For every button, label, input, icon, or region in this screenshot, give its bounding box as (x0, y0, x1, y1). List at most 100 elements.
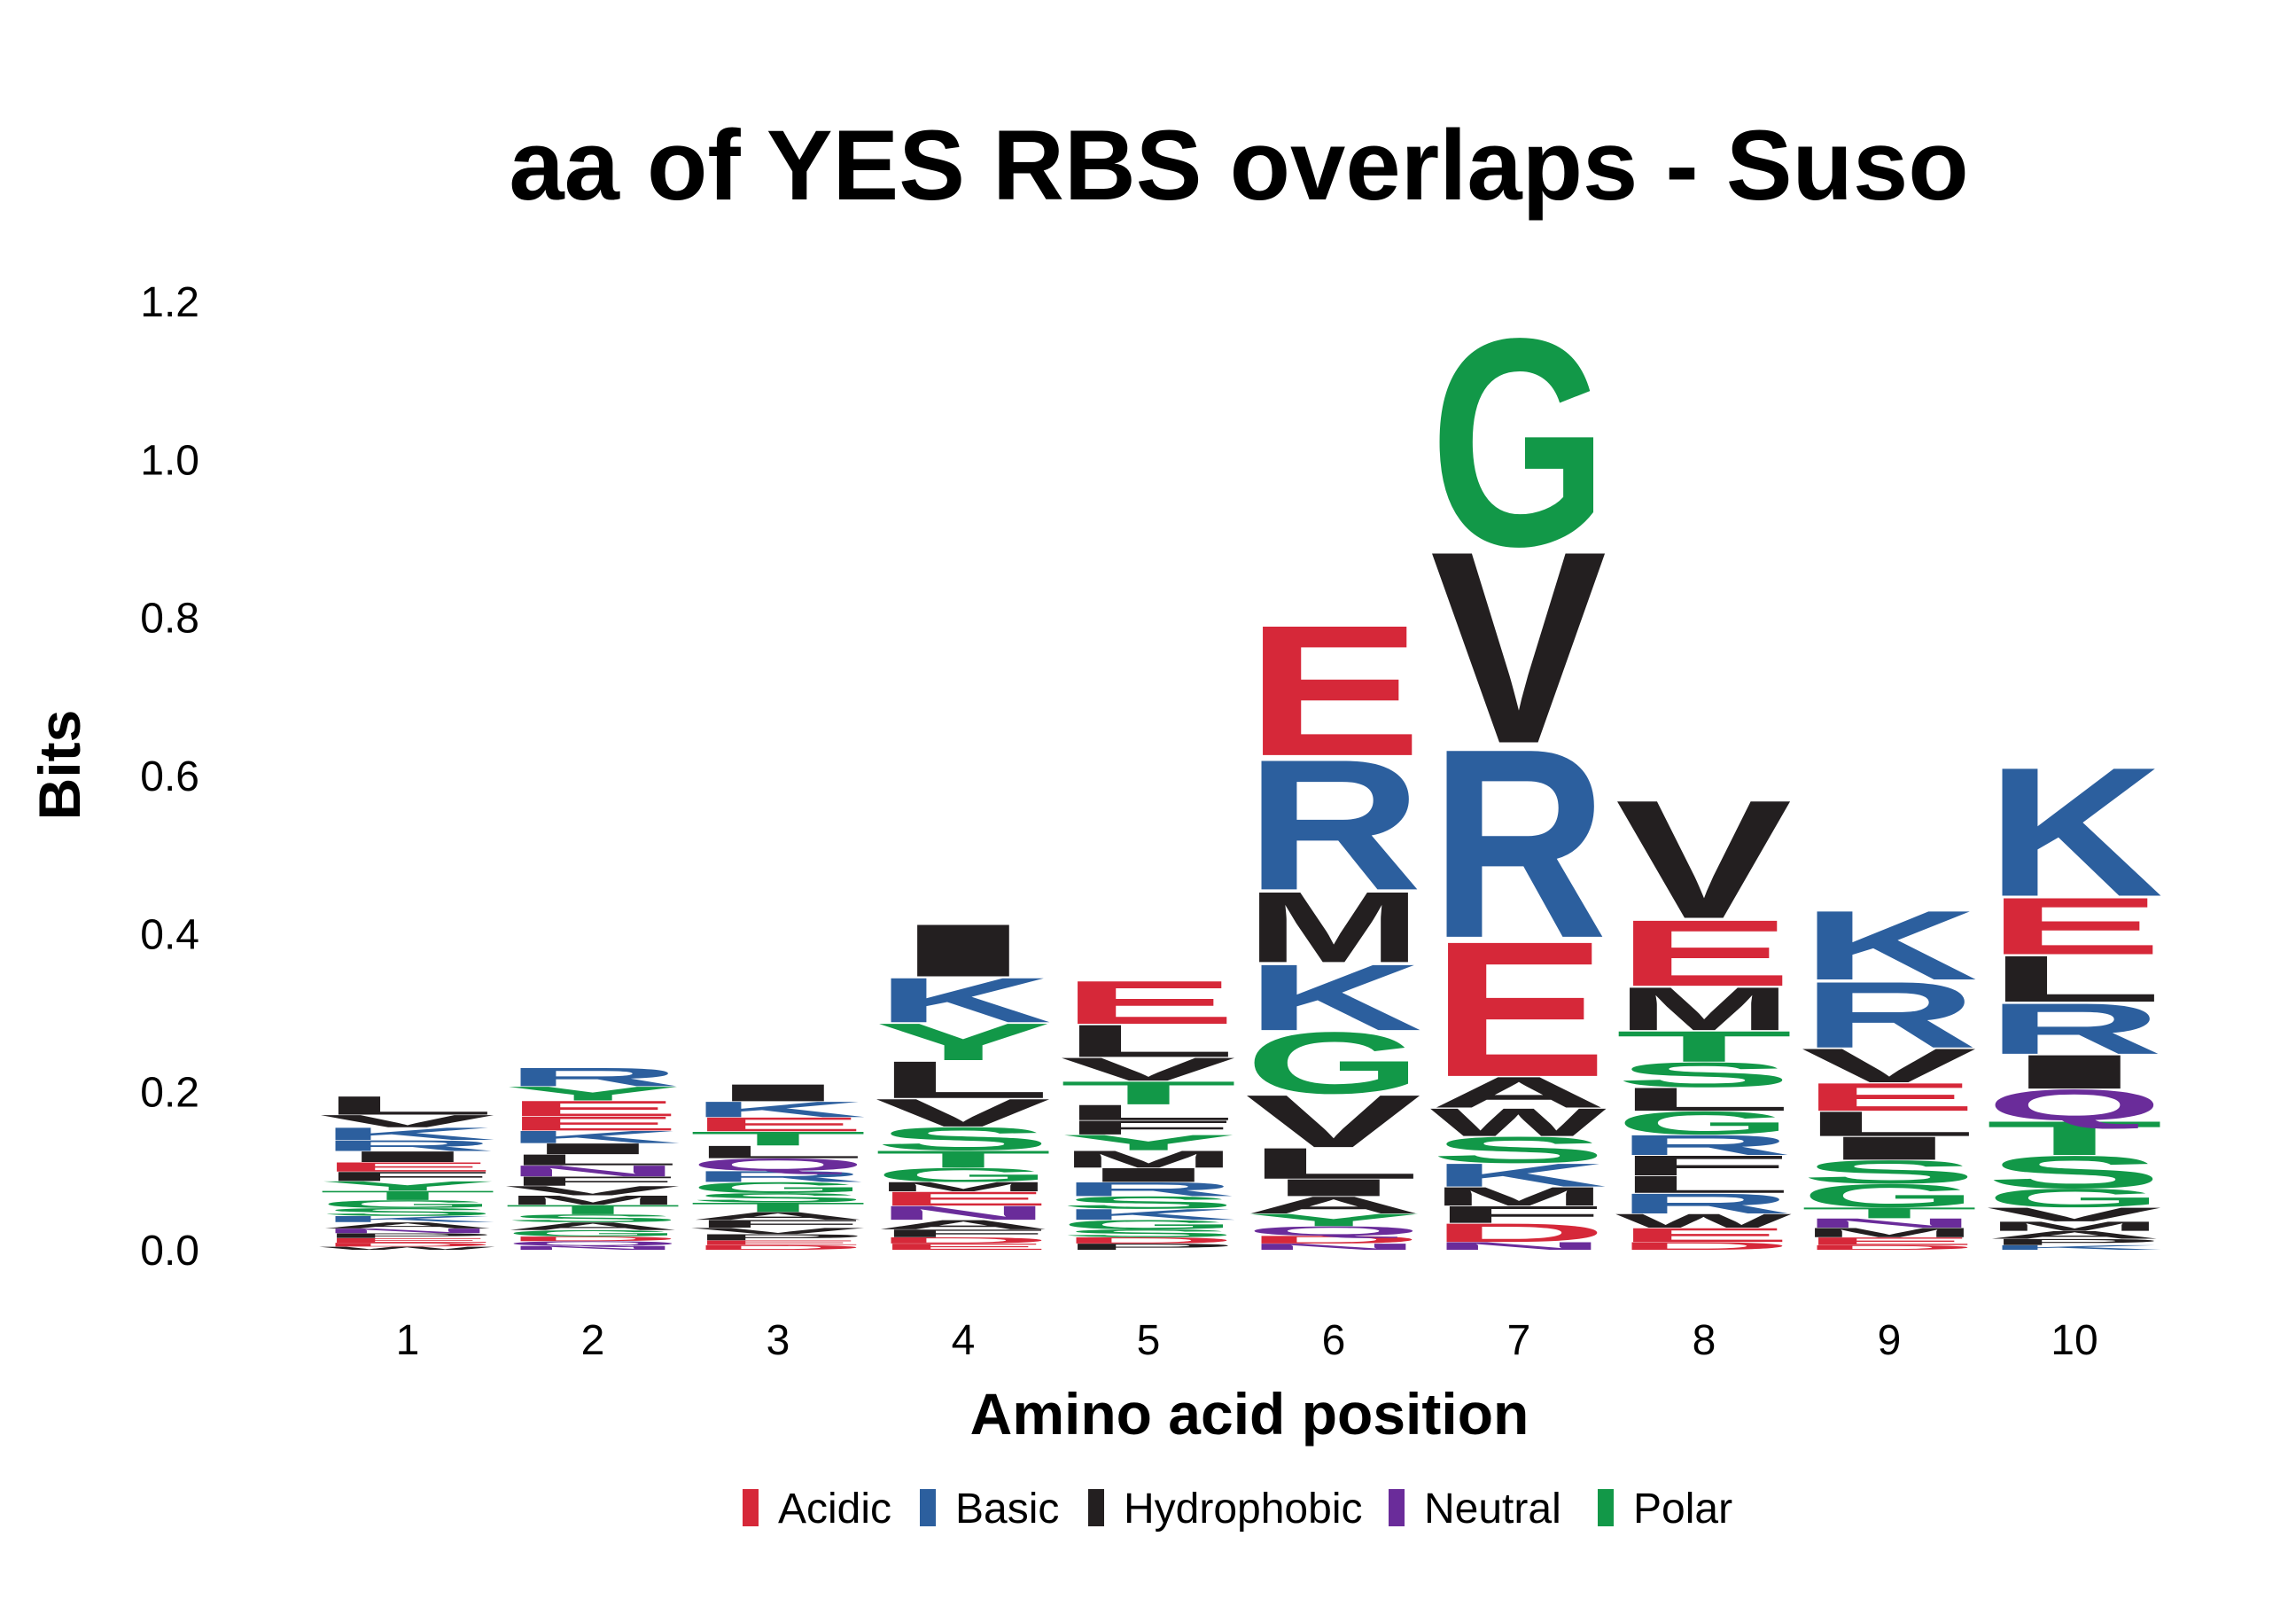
y-tick-label: 1.2 (140, 279, 199, 326)
logo-letter: M (1060, 1146, 1237, 1173)
logo-letter: F (689, 1218, 867, 1230)
logo-letter: G (1801, 1177, 1978, 1213)
logo-letter: V (689, 1226, 866, 1236)
y-tick-label: 0.2 (140, 1070, 199, 1117)
logo-letter: D (319, 1242, 496, 1248)
legend-label: Hydrophobic (1124, 1486, 1362, 1533)
x-tick-label: 2 (581, 1317, 605, 1364)
logo-letter: A (875, 1217, 1052, 1232)
logo-letter: V (1060, 1051, 1236, 1088)
logo-letter: V (504, 1183, 681, 1198)
logo-letter: N (875, 1202, 1052, 1224)
logo-letter: V (1801, 1039, 1977, 1093)
logo-letter: S (1060, 1228, 1237, 1240)
y-tick-label: 1.0 (140, 437, 199, 484)
logo-letter: F (1060, 1117, 1237, 1139)
logo-letter: A (504, 1221, 681, 1233)
logo-letter: N (504, 1162, 681, 1179)
logo-letter: Y (1060, 1130, 1237, 1155)
logo-letter: K (1986, 729, 2163, 935)
logo-letter: L (319, 1091, 496, 1120)
x-axis-title: Amino acid position (970, 1381, 1529, 1447)
logo-letter: S (689, 1190, 867, 1205)
y-tick-label: 0.6 (140, 753, 199, 800)
logo-letter: V (1986, 1204, 2162, 1226)
logo-letter: F (875, 1228, 1052, 1240)
logo-letter: P (1060, 1242, 1237, 1252)
logo-letter: F (319, 1169, 496, 1184)
logo-letter: G (689, 1179, 867, 1196)
logo-letter: T (1615, 1022, 1793, 1071)
logo-letter: K (875, 964, 1052, 1035)
logo-letter: M (504, 1193, 681, 1208)
logo-letter: I (319, 1148, 496, 1165)
logo-letter: P (1986, 1237, 2163, 1247)
x-tick-label: 5 (1137, 1317, 1161, 1364)
logo-letter: R (319, 1137, 496, 1154)
legend-label: Basic (955, 1486, 1059, 1533)
logo-letter: T (689, 1200, 867, 1215)
logo-letter: N (319, 1228, 496, 1235)
logo-letter: Y (875, 1012, 1052, 1072)
logo-letter: Q (1986, 1080, 2163, 1129)
logo-letter: I (689, 1080, 867, 1106)
logo-letter: G (504, 1228, 681, 1238)
logo-letter: E (689, 1113, 867, 1135)
legend-label: Acidic (778, 1486, 891, 1533)
legend-label: Polar (1633, 1486, 1732, 1533)
logo-letter: L (689, 1143, 867, 1162)
logo-letter: E (1615, 901, 1793, 1006)
logo-letter: S (1615, 1056, 1793, 1095)
logo-letter: R (1615, 1188, 1793, 1220)
logo-letter: D (1430, 1218, 1607, 1247)
logo-letter: T (689, 1127, 867, 1150)
logo-letter: D (1060, 1236, 1237, 1245)
logo-letter: I (504, 1140, 681, 1157)
legend-swatch (1598, 1489, 1614, 1526)
logo-letter: W (1430, 1100, 1607, 1144)
y-axis-ticks: 0.0 0.2 0.4 0.6 0.8 1.0 1.2 (140, 279, 199, 1275)
logo-letter: I (1245, 1174, 1422, 1201)
logo-letter: T (1986, 1112, 2163, 1166)
logo-letter: T (1060, 1074, 1237, 1111)
logo-letter: E (1060, 969, 1237, 1037)
logo-letter: I (1986, 1045, 2163, 1099)
logo-letter: D (875, 1236, 1052, 1245)
logo-letter: P (319, 1232, 496, 1239)
logo-letter: L (1615, 1081, 1793, 1118)
logo-letter: F (504, 1174, 681, 1189)
logo-letter: S (504, 1213, 681, 1225)
logo-letter: W (1615, 1210, 1793, 1232)
logo-letter: P (689, 1232, 867, 1242)
logo-letter: V (1615, 765, 1792, 954)
y-tick-label: 0.8 (140, 596, 199, 643)
logo-letter: V (319, 1112, 495, 1131)
logo-letter: E (875, 1188, 1052, 1210)
logo-letter: Q (1245, 1223, 1422, 1238)
logo-letter: E (1615, 1224, 1793, 1246)
logo-letter: E (319, 1159, 496, 1174)
logo-letter: R (689, 1168, 867, 1185)
logo-letter: Y (504, 1082, 681, 1104)
logo-letter: E (504, 1112, 681, 1135)
logo-letter: G (1060, 1217, 1237, 1232)
logo-letter: S (1430, 1129, 1607, 1171)
logo-letter: V (1245, 1080, 1421, 1163)
logo-letter: N (504, 1244, 681, 1251)
legend-swatch (1088, 1489, 1104, 1526)
x-tick-label: 10 (2051, 1317, 2098, 1364)
logo-letter: E (1986, 880, 2163, 971)
legend-label: Neutral (1424, 1486, 1561, 1533)
logo-letter: R (1060, 1178, 1237, 1200)
logo-letter: A (1430, 1068, 1607, 1117)
logo-letter: R (1615, 1129, 1793, 1161)
logo-letter: W (319, 1246, 495, 1252)
logo-letter: K (319, 1124, 496, 1143)
logo-letter: E (1801, 1235, 1978, 1247)
logo-letter: M (875, 1180, 1052, 1195)
